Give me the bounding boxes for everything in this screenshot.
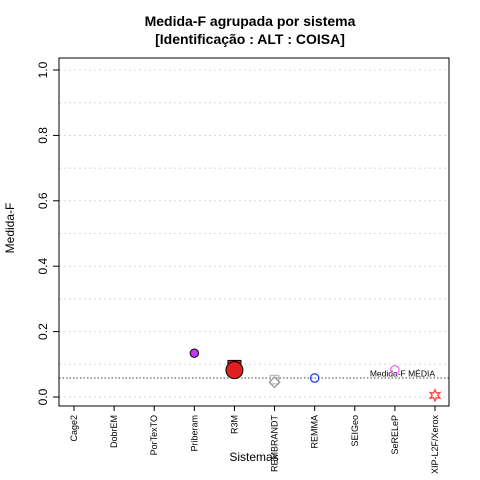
chart-title-line2: [Identificação : ALT : COISA] — [155, 31, 345, 47]
chart-title-line1: Medida-F agrupada por sistema — [145, 13, 356, 29]
y-tick-label: 0.6 — [36, 192, 50, 209]
y-axis: 0.0 0.2 0.4 0.6 0.8 1.0 — [36, 61, 59, 405]
data-point-remma — [309, 373, 320, 383]
x-tick-label: Cage2 — [69, 415, 79, 442]
reference-line-label: Medida-F MÉDIA — [370, 369, 436, 379]
y-tick-label: 0.2 — [36, 323, 50, 340]
data-point-priberam — [189, 348, 200, 358]
x-tick-label: Priberam — [189, 415, 199, 452]
y-axis-label: Medida-F — [3, 203, 17, 254]
data-point-xip-l2f-xerox — [428, 388, 442, 403]
x-tick-label: REMMA — [310, 415, 320, 449]
x-tick-label: XIP-L2F/Xerox — [430, 415, 440, 475]
y-tick-label: 0.4 — [36, 258, 50, 275]
data-point-serelep — [390, 365, 400, 375]
data-point-rembrandt — [268, 376, 281, 389]
x-tick-label: SEIGeo — [350, 415, 360, 447]
x-axis: Cage2 DobrEM PorTexTO Priberam R3M REMBRANDT R… — [69, 406, 440, 474]
x-tick-label: R3M — [229, 415, 239, 434]
x-tick-label: SeRELeP — [390, 415, 400, 455]
x-axis-label: Sistemas — [229, 450, 278, 464]
grid — [59, 69, 449, 398]
data-points — [189, 348, 442, 403]
y-tick-label: 0.0 — [36, 388, 50, 405]
y-tick-label: 1.0 — [36, 61, 50, 78]
x-tick-label: DobrEM — [109, 415, 119, 448]
y-tick-label: 0.8 — [36, 127, 50, 144]
x-tick-label: REMBRANDT — [270, 415, 280, 473]
data-point-rembrandt — [269, 374, 280, 385]
data-point-r3m — [225, 361, 244, 380]
reference-line-group: Medida-F MÉDIA — [59, 369, 449, 379]
plot-frame — [58, 57, 450, 407]
x-tick-label: PorTexTO — [149, 415, 159, 455]
